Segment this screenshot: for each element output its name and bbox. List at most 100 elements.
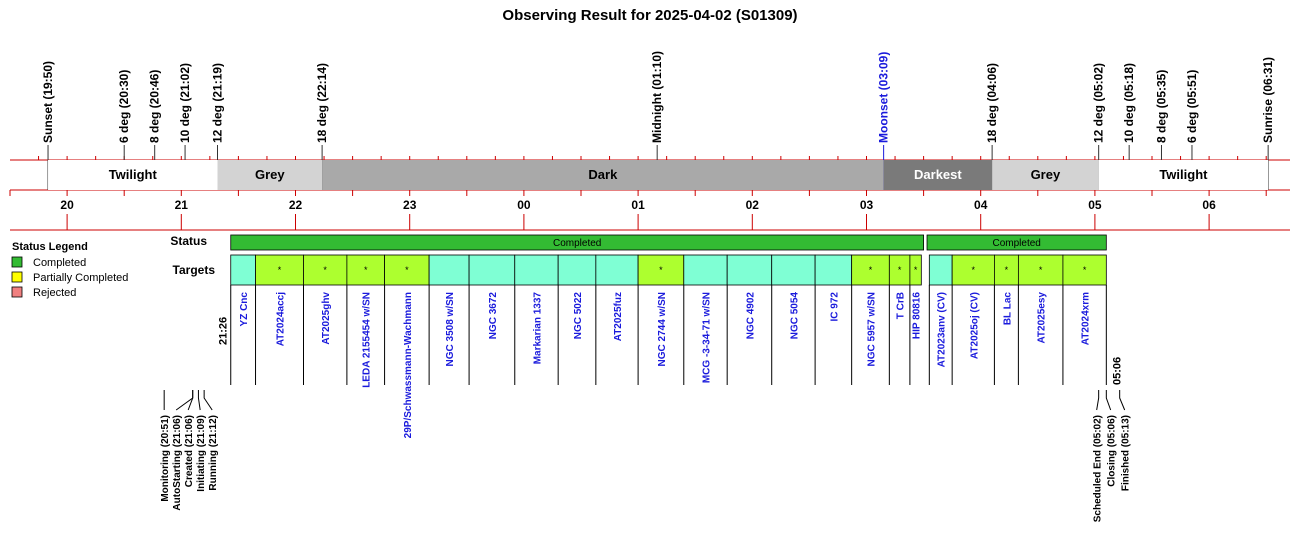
target-name: YZ Cnc: [239, 292, 250, 327]
system-event-leader: [203, 390, 213, 411]
target-block: [1062, 254, 1107, 286]
target-name: AT2025esy: [1037, 292, 1048, 344]
target-mark: *: [914, 265, 918, 275]
status-segment-label: Completed: [553, 238, 601, 249]
system-event-label: Finished (05:13): [1121, 415, 1132, 491]
target-name: NGC 2744 w/SN: [657, 292, 668, 366]
target-name: NGC 5957 w/SN: [866, 292, 877, 366]
event-label: 8 deg (05:35): [1154, 70, 1168, 143]
event-label: 18 deg (22:14): [315, 63, 329, 143]
target-mark: *: [972, 265, 976, 275]
hour-tick-label: 01: [631, 198, 645, 212]
sky-period-band: [992, 160, 1099, 190]
sky-period-label: Dark: [588, 167, 618, 182]
target-mark: *: [659, 265, 663, 275]
target-mark: *: [278, 265, 282, 275]
sky-period-label: Twilight: [109, 167, 158, 182]
event-label: 6 deg (20:30): [117, 70, 131, 143]
system-event-label: AutoStarting (21:06): [172, 415, 183, 511]
target-block: [384, 254, 430, 286]
legend-swatch: [11, 256, 23, 268]
sky-period-band: [217, 160, 323, 190]
twilight-events: Sunset (19:50) 6 deg (20:30) 8 deg (20:46)…: [41, 51, 1275, 190]
event-label: 6 deg (05:51): [1185, 70, 1199, 143]
hour-tick-label: 22: [289, 198, 303, 212]
system-event-leader: [197, 390, 201, 411]
system-event-label: Monitoring (20:51): [160, 415, 171, 502]
system-event-label: Running (21:12): [208, 415, 219, 491]
system-event-label: Created (21:06): [184, 415, 195, 487]
target-block: [1017, 254, 1064, 286]
status-legend: Status Legend Completed Partially Complete…: [11, 241, 128, 299]
sky-period-label: Twilight: [1159, 167, 1208, 182]
status-segment: [926, 234, 1107, 251]
system-event-leader: [175, 390, 194, 411]
target-name: AT2025fuz: [613, 292, 624, 341]
hour-tick-label: 20: [60, 198, 74, 212]
system-event-leader: [1119, 390, 1126, 411]
system-event-leader: [187, 390, 194, 411]
system-event-label: Initiating (21:09): [196, 415, 207, 492]
target-block: [851, 254, 890, 286]
target-name: MCG -3-34-71 w/SN: [701, 292, 712, 383]
target-block: [951, 254, 995, 286]
target-name: Markarian 1337: [532, 292, 543, 365]
hour-tick-label: 21: [175, 198, 189, 212]
sky-period-band: [1098, 160, 1269, 190]
target-name: HIP 80816: [912, 292, 923, 340]
target-mark: *: [1083, 265, 1087, 275]
target-block: [726, 254, 773, 286]
sky-periods: Twilight Grey Dark Darkest Grey Twilight: [48, 160, 1269, 190]
hour-tick-label: 23: [403, 198, 417, 212]
status-segment-label: Completed: [992, 238, 1040, 249]
hour-tick-label: 04: [974, 198, 988, 212]
target-mark: *: [323, 265, 327, 275]
system-event-label: Scheduled End (05:02): [1093, 415, 1104, 522]
hour-tick-label: 06: [1202, 198, 1216, 212]
legend-swatch: [11, 286, 23, 298]
event-label: 12 deg (05:02): [1092, 63, 1106, 143]
target-name: T CrB: [896, 292, 907, 319]
target-mark: *: [898, 265, 902, 275]
target-name: NGC 4902: [745, 292, 756, 340]
event-label: 12 deg (21:19): [211, 63, 225, 143]
target-block: [303, 254, 348, 286]
target-mark: *: [405, 265, 409, 275]
target-block: [557, 254, 597, 286]
system-event-leader: [1096, 390, 1100, 411]
target-block: [683, 254, 728, 286]
sky-period-label: Darkest: [914, 167, 962, 182]
target-name: AT2025oj (CV): [969, 292, 980, 359]
hour-tick-label: 00: [517, 198, 531, 212]
observation-rows: Status Targets Completed Completed YZ Cnc * AT…: [170, 234, 1123, 438]
target-block: [814, 254, 853, 286]
hour-tick-label: 05: [1088, 198, 1102, 212]
target-block: [346, 254, 385, 286]
target-block: [428, 254, 470, 286]
legend-item-label: Rejected: [33, 287, 76, 299]
target-block: [468, 254, 516, 286]
target-name: AT2025ghv: [321, 292, 332, 345]
target-block: [637, 254, 685, 286]
sky-period-label: Grey: [1031, 167, 1061, 182]
target-mark: *: [1005, 265, 1009, 275]
target-name: NGC 5054: [789, 292, 800, 340]
target-mark: *: [1039, 265, 1043, 275]
event-label: 10 deg (05:18): [1122, 63, 1136, 143]
target-block: [230, 254, 256, 286]
target-block: [928, 254, 953, 286]
hour-tick-label: 02: [746, 198, 760, 212]
target-name: NGC 5022: [573, 292, 584, 340]
hour-tick-label: 03: [860, 198, 874, 212]
event-label: 18 deg (04:06): [985, 63, 999, 143]
status-segment: [230, 234, 924, 251]
chart-title: Observing Result for 2025-04-02 (S01309): [502, 7, 797, 24]
legend-item-label: Partially Completed: [33, 272, 128, 284]
target-block: [595, 254, 639, 286]
target-mark: *: [364, 265, 368, 275]
target-name: LEDA 2155454 w/SN: [362, 292, 373, 388]
target-name: NGC 3508 w/SN: [445, 292, 456, 366]
legend-title: Status Legend: [12, 241, 88, 253]
event-label: Midnight (01:10): [650, 51, 664, 143]
